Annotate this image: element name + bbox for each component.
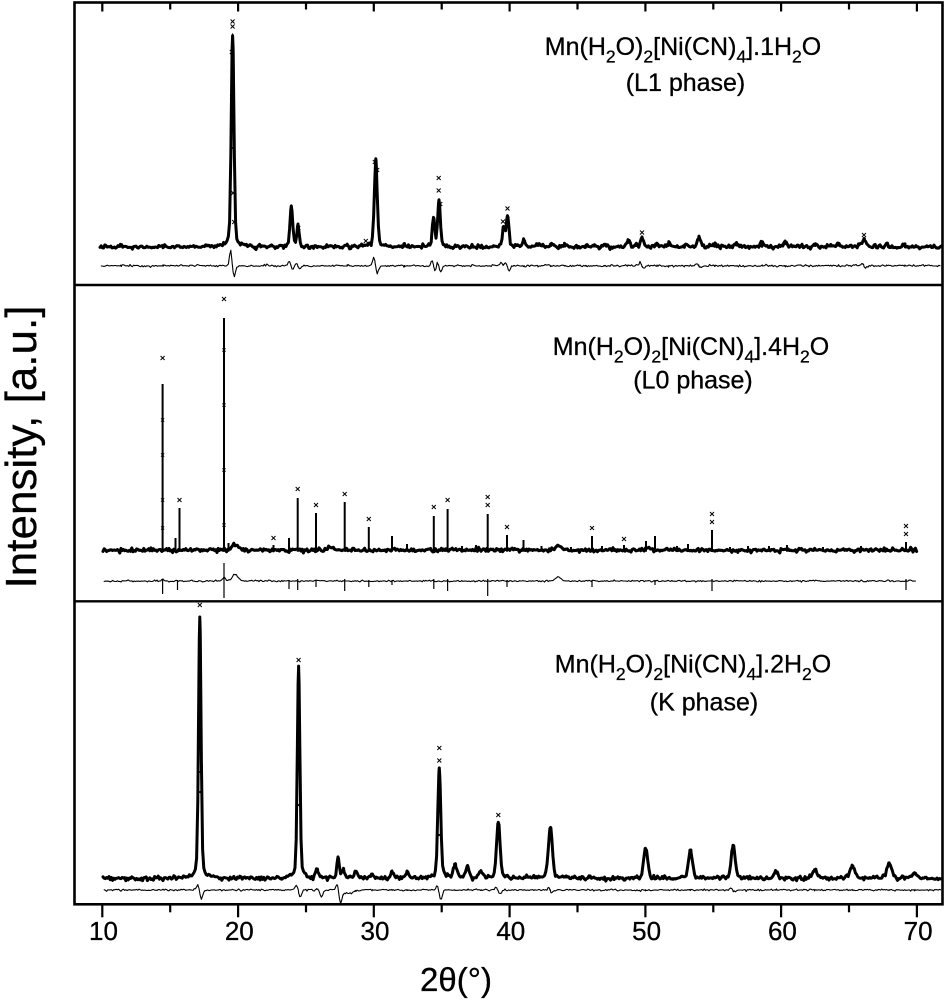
svg-text:Intensity, [a.u.]: Intensity, [a.u.]: [0, 306, 46, 589]
svg-text:70: 70: [904, 916, 933, 946]
svg-text:Mn(H2O)2[Ni(CN)4].2H2O: Mn(H2O)2[Ni(CN)4].2H2O: [555, 651, 831, 685]
svg-text:40: 40: [496, 916, 525, 946]
svg-text:50: 50: [632, 916, 661, 946]
svg-text:20: 20: [225, 916, 254, 946]
svg-text:Mn(H2O)2[Ni(CN)4].1H2O: Mn(H2O)2[Ni(CN)4].1H2O: [545, 33, 821, 67]
svg-text:30: 30: [361, 916, 390, 946]
svg-text:(K phase): (K phase): [650, 689, 758, 717]
svg-text:10: 10: [89, 916, 118, 946]
svg-text:(L0 phase): (L0 phase): [633, 367, 753, 395]
svg-text:60: 60: [768, 916, 797, 946]
svg-text:2θ(°): 2θ(°): [420, 961, 492, 998]
svg-text:(L1 phase): (L1 phase): [626, 69, 746, 97]
